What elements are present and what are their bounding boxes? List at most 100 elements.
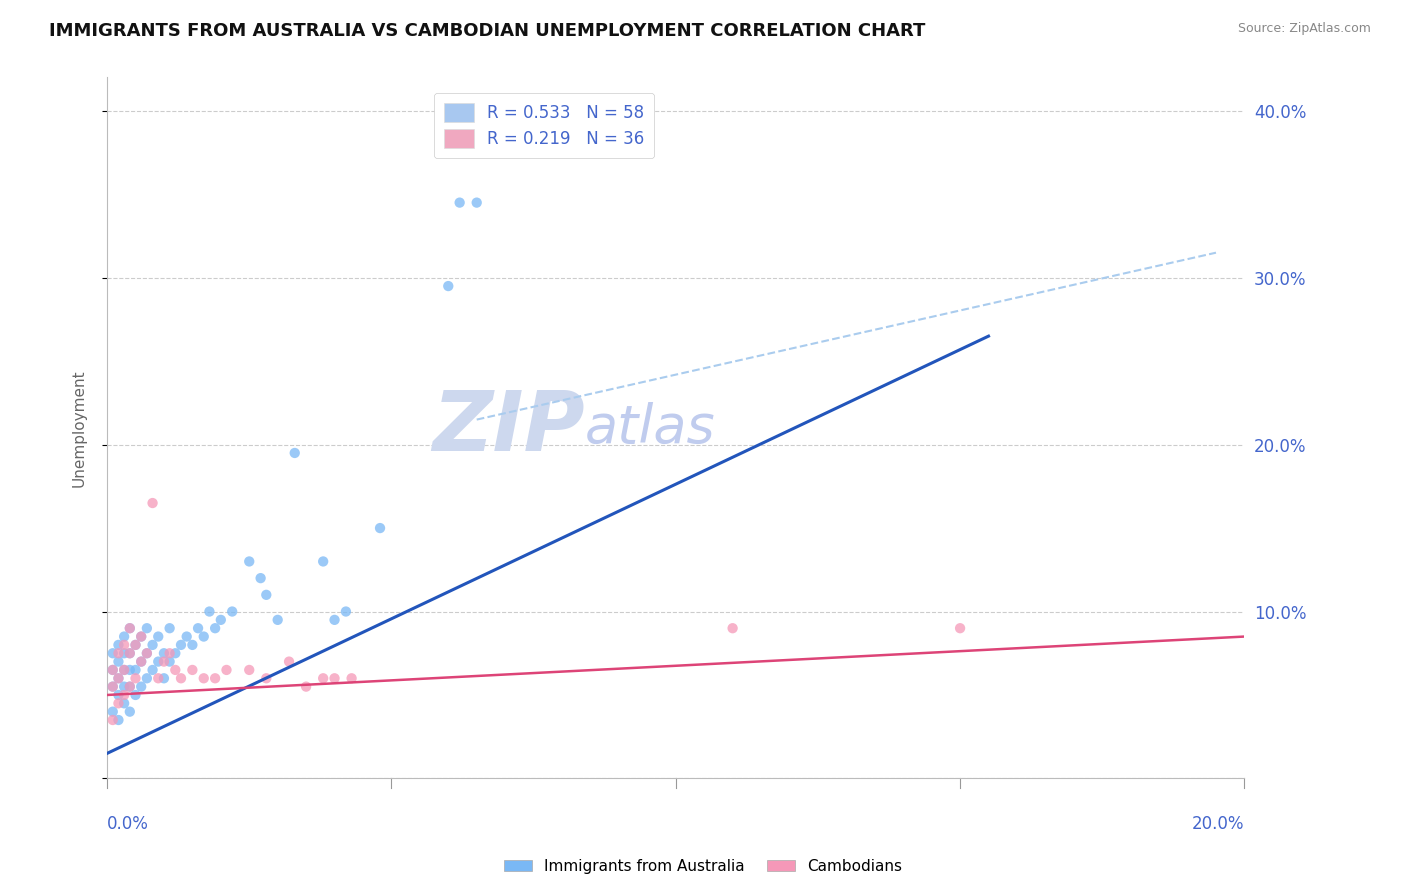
Point — [129, 630, 152, 644]
Point — [107, 696, 129, 710]
Point — [266, 613, 288, 627]
Point — [176, 630, 198, 644]
Point — [107, 671, 129, 685]
Point — [112, 638, 135, 652]
Y-axis label: Unemployment: Unemployment — [72, 369, 86, 487]
Point — [107, 671, 129, 685]
Text: 0.0%: 0.0% — [107, 815, 149, 833]
Point — [101, 663, 124, 677]
Point — [135, 621, 157, 635]
Point — [101, 680, 124, 694]
Point — [118, 705, 141, 719]
Point — [449, 195, 471, 210]
Point — [101, 713, 124, 727]
Point — [112, 663, 135, 677]
Point — [238, 663, 260, 677]
Point — [153, 646, 176, 660]
Point — [148, 630, 170, 644]
Point — [170, 638, 193, 652]
Point — [181, 638, 204, 652]
Point — [135, 671, 157, 685]
Point — [129, 655, 152, 669]
Point — [124, 638, 146, 652]
Point — [112, 663, 135, 677]
Point — [323, 671, 346, 685]
Text: atlas: atlas — [585, 402, 716, 454]
Point — [135, 646, 157, 660]
Point — [142, 638, 165, 652]
Point — [437, 279, 460, 293]
Point — [238, 554, 260, 568]
Point — [118, 663, 141, 677]
Point — [312, 671, 335, 685]
Legend: R = 0.533   N = 58, R = 0.219   N = 36: R = 0.533 N = 58, R = 0.219 N = 36 — [434, 93, 654, 158]
Point — [193, 630, 215, 644]
Point — [112, 646, 135, 660]
Point — [159, 655, 181, 669]
Point — [159, 646, 181, 660]
Point — [323, 613, 346, 627]
Point — [193, 671, 215, 685]
Point — [118, 621, 141, 635]
Point — [187, 621, 209, 635]
Point — [204, 621, 226, 635]
Point — [112, 680, 135, 694]
Point — [215, 663, 238, 677]
Point — [118, 646, 141, 660]
Point — [153, 655, 176, 669]
Point — [142, 496, 165, 510]
Point — [170, 671, 193, 685]
Point — [159, 621, 181, 635]
Point — [165, 646, 187, 660]
Point — [124, 638, 146, 652]
Point — [254, 588, 277, 602]
Point — [101, 680, 124, 694]
Point — [112, 688, 135, 702]
Point — [107, 655, 129, 669]
Point — [142, 663, 165, 677]
Point — [312, 554, 335, 568]
Point — [101, 646, 124, 660]
Point — [284, 446, 307, 460]
Point — [101, 705, 124, 719]
Point — [107, 713, 129, 727]
Point — [153, 671, 176, 685]
Point — [124, 688, 146, 702]
Point — [118, 646, 141, 660]
Point — [107, 688, 129, 702]
Legend: Immigrants from Australia, Cambodians: Immigrants from Australia, Cambodians — [498, 853, 908, 880]
Point — [129, 680, 152, 694]
Point — [949, 621, 972, 635]
Point — [278, 655, 301, 669]
Point — [107, 646, 129, 660]
Point — [101, 663, 124, 677]
Point — [465, 195, 488, 210]
Point — [107, 638, 129, 652]
Point — [721, 621, 744, 635]
Point — [148, 655, 170, 669]
Point — [340, 671, 363, 685]
Point — [254, 671, 277, 685]
Text: ZIP: ZIP — [432, 387, 585, 468]
Point — [368, 521, 391, 535]
Text: 20.0%: 20.0% — [1192, 815, 1244, 833]
Point — [118, 680, 141, 694]
Point — [135, 646, 157, 660]
Point — [118, 680, 141, 694]
Point — [129, 655, 152, 669]
Point — [148, 671, 170, 685]
Point — [221, 605, 243, 619]
Point — [295, 680, 318, 694]
Point — [165, 663, 187, 677]
Point — [118, 621, 141, 635]
Point — [249, 571, 271, 585]
Text: Source: ZipAtlas.com: Source: ZipAtlas.com — [1237, 22, 1371, 36]
Point — [124, 663, 146, 677]
Point — [204, 671, 226, 685]
Point — [209, 613, 232, 627]
Point — [181, 663, 204, 677]
Point — [335, 605, 357, 619]
Point — [112, 696, 135, 710]
Text: IMMIGRANTS FROM AUSTRALIA VS CAMBODIAN UNEMPLOYMENT CORRELATION CHART: IMMIGRANTS FROM AUSTRALIA VS CAMBODIAN U… — [49, 22, 925, 40]
Point — [124, 671, 146, 685]
